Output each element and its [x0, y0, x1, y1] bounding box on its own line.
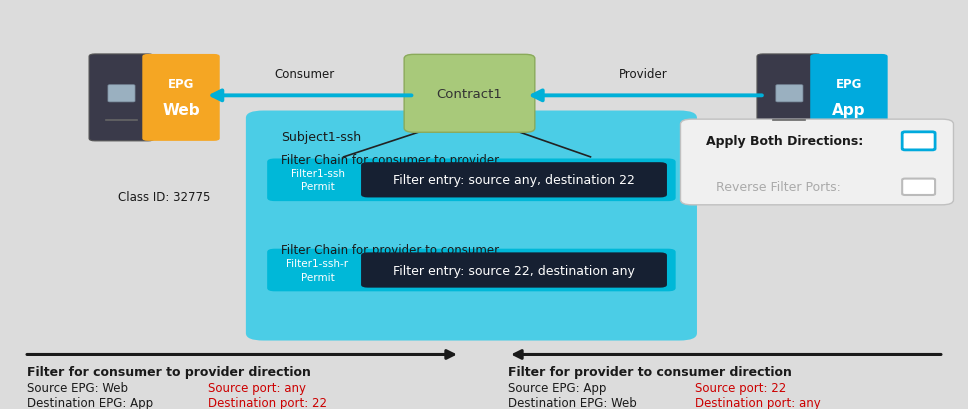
FancyBboxPatch shape — [902, 133, 935, 151]
Text: Destination port: 22: Destination port: 22 — [208, 396, 327, 409]
Text: Reverse Filter Ports:: Reverse Filter Ports: — [716, 180, 841, 193]
FancyBboxPatch shape — [361, 163, 667, 198]
Text: Apply Both Directions:: Apply Both Directions: — [706, 135, 862, 148]
FancyBboxPatch shape — [902, 179, 935, 196]
Text: Consumer: Consumer — [275, 67, 335, 81]
Text: Source EPG: Web: Source EPG: Web — [27, 381, 128, 394]
Text: Filter for consumer to provider direction: Filter for consumer to provider directio… — [27, 365, 311, 378]
FancyBboxPatch shape — [405, 55, 534, 133]
Text: Filter for provider to consumer direction: Filter for provider to consumer directio… — [508, 365, 792, 378]
Text: Subject1-ssh: Subject1-ssh — [281, 131, 361, 144]
Text: Filter entry: source any, destination 22: Filter entry: source any, destination 22 — [393, 174, 635, 187]
FancyBboxPatch shape — [246, 111, 697, 341]
Text: Destination EPG: App: Destination EPG: App — [27, 396, 153, 409]
FancyBboxPatch shape — [108, 85, 136, 103]
Text: Destination port: any: Destination port: any — [695, 396, 821, 409]
FancyBboxPatch shape — [681, 120, 953, 205]
FancyBboxPatch shape — [142, 55, 220, 142]
FancyBboxPatch shape — [810, 55, 888, 142]
Text: Destination EPG: Web: Destination EPG: Web — [508, 396, 637, 409]
FancyBboxPatch shape — [267, 249, 676, 292]
Text: EPG: EPG — [835, 77, 862, 90]
Text: Source port: 22: Source port: 22 — [695, 381, 786, 394]
Text: Filter Chain for consumer to provider: Filter Chain for consumer to provider — [281, 153, 499, 166]
Text: Source EPG: App: Source EPG: App — [508, 381, 607, 394]
FancyBboxPatch shape — [775, 85, 802, 103]
Text: Class ID: 32775: Class ID: 32775 — [118, 190, 211, 203]
Text: Web: Web — [163, 103, 199, 118]
Text: Provider: Provider — [620, 67, 668, 81]
Text: App: App — [832, 103, 865, 118]
Text: Filter Chain for provider to consumer: Filter Chain for provider to consumer — [281, 243, 499, 256]
FancyBboxPatch shape — [89, 55, 154, 142]
Text: Filter1-ssh-r
Permit: Filter1-ssh-r Permit — [287, 259, 348, 282]
Text: EPG: EPG — [167, 77, 195, 90]
FancyBboxPatch shape — [361, 253, 667, 288]
Text: Class ID: 32774: Class ID: 32774 — [786, 190, 879, 203]
FancyBboxPatch shape — [757, 55, 822, 142]
Text: Contract1: Contract1 — [437, 88, 502, 101]
Text: Filter entry: source 22, destination any: Filter entry: source 22, destination any — [393, 264, 635, 277]
FancyBboxPatch shape — [267, 159, 676, 202]
Text: Source port: any: Source port: any — [208, 381, 306, 394]
Text: Filter1-ssh
Permit: Filter1-ssh Permit — [290, 169, 345, 192]
